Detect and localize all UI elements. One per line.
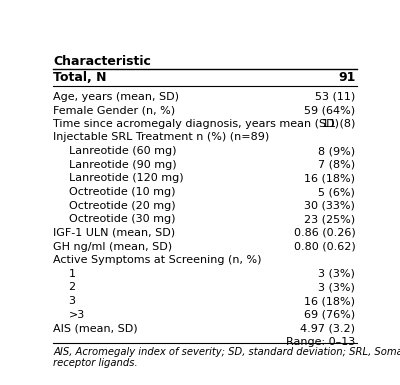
Text: 1: 1 xyxy=(69,269,76,279)
Text: Lanreotide (60 mg): Lanreotide (60 mg) xyxy=(69,146,176,156)
Text: 23 (25%): 23 (25%) xyxy=(304,214,355,224)
Text: 7 (8%): 7 (8%) xyxy=(318,160,355,170)
Text: 53 (11): 53 (11) xyxy=(315,92,355,102)
Text: IGF-1 ULN (mean, SD): IGF-1 ULN (mean, SD) xyxy=(53,228,175,238)
Text: 3 (3%): 3 (3%) xyxy=(318,269,355,279)
Text: 0.86 (0.26): 0.86 (0.26) xyxy=(294,228,355,238)
Text: Range: 0–13: Range: 0–13 xyxy=(286,337,355,347)
Text: 2: 2 xyxy=(69,283,76,293)
Text: GH ng/ml (mean, SD): GH ng/ml (mean, SD) xyxy=(53,241,172,251)
Text: Female Gender (n, %): Female Gender (n, %) xyxy=(53,105,175,115)
Text: 91: 91 xyxy=(338,71,355,84)
Text: Octreotide (20 mg): Octreotide (20 mg) xyxy=(69,201,175,211)
Text: Octreotide (30 mg): Octreotide (30 mg) xyxy=(69,214,175,224)
Text: 3: 3 xyxy=(69,296,76,306)
Text: Injectable SRL Treatment n (%) (n=89): Injectable SRL Treatment n (%) (n=89) xyxy=(53,132,269,142)
Text: 16 (18%): 16 (18%) xyxy=(304,173,355,183)
Text: Active Symptoms at Screening (n, %): Active Symptoms at Screening (n, %) xyxy=(53,255,262,265)
Text: 59 (64%): 59 (64%) xyxy=(304,105,355,115)
Text: Characteristic: Characteristic xyxy=(53,55,151,68)
Text: 4.97 (3.2): 4.97 (3.2) xyxy=(300,323,355,333)
Text: 16 (18%): 16 (18%) xyxy=(304,296,355,306)
Text: 0.80 (0.62): 0.80 (0.62) xyxy=(294,241,355,251)
Text: Total, N: Total, N xyxy=(53,71,106,84)
Text: AIS (mean, SD): AIS (mean, SD) xyxy=(53,323,138,333)
Text: Time since acromegaly diagnosis, years mean (SD): Time since acromegaly diagnosis, years m… xyxy=(53,119,339,129)
Text: Lanreotide (120 mg): Lanreotide (120 mg) xyxy=(69,173,183,183)
Text: AIS, Acromegaly index of severity; SD, standard deviation; SRL, Somatostatin
rec: AIS, Acromegaly index of severity; SD, s… xyxy=(53,347,400,368)
Text: 8 (9%): 8 (9%) xyxy=(318,146,355,156)
Text: 5 (6%): 5 (6%) xyxy=(318,187,355,197)
Text: >3: >3 xyxy=(69,310,85,320)
Text: Octreotide (10 mg): Octreotide (10 mg) xyxy=(69,187,175,197)
Text: 69 (76%): 69 (76%) xyxy=(304,310,355,320)
Text: 3 (3%): 3 (3%) xyxy=(318,283,355,293)
Text: 30 (33%): 30 (33%) xyxy=(304,201,355,211)
Text: Lanreotide (90 mg): Lanreotide (90 mg) xyxy=(69,160,176,170)
Text: Age, years (mean, SD): Age, years (mean, SD) xyxy=(53,92,179,102)
Text: 11 (8): 11 (8) xyxy=(322,119,355,129)
